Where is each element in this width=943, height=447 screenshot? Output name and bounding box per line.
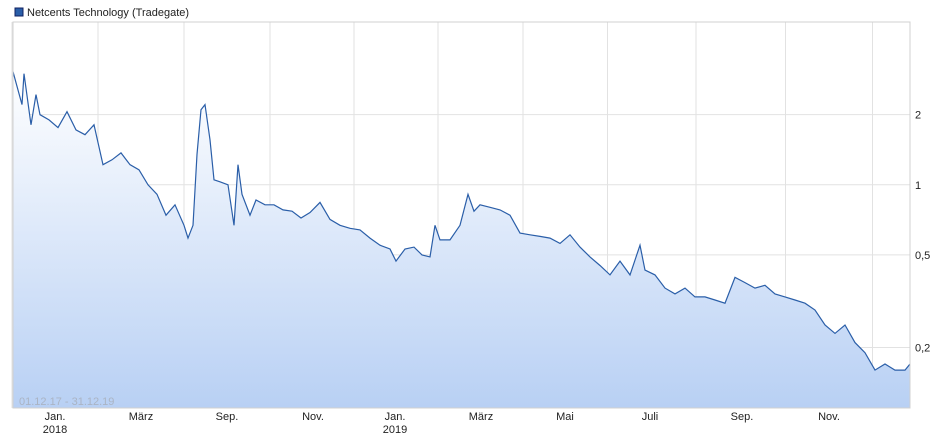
y-tick-label: 2 bbox=[915, 110, 921, 122]
legend-label: Netcents Technology (Tradegate) bbox=[27, 7, 189, 19]
date-range: 01.12.17 - 31.12.19 bbox=[19, 396, 114, 408]
x-tick-label: März bbox=[129, 411, 153, 423]
x-tick-label: Jan. bbox=[45, 411, 66, 423]
y-tick-label: 0,5 bbox=[915, 250, 930, 262]
y-tick-label: 1 bbox=[915, 180, 921, 192]
x-tick-label: Sep. bbox=[731, 411, 754, 423]
x-tick-label: März bbox=[469, 411, 493, 423]
plot-frame bbox=[12, 21, 911, 409]
price-line bbox=[12, 71, 911, 371]
area bbox=[13, 71, 910, 408]
x-year-label: 2019 bbox=[383, 424, 407, 436]
x-tick-label: Sep. bbox=[216, 411, 239, 423]
x-tick-label: Mai bbox=[556, 411, 574, 423]
x-year-label: 2018 bbox=[43, 424, 67, 436]
x-tick-label: Juli bbox=[642, 411, 659, 423]
legend-swatch bbox=[14, 7, 24, 17]
x-tick-label: Nov. bbox=[302, 411, 324, 423]
x-tick-label: Nov. bbox=[818, 411, 840, 423]
x-tick-label: Jan. bbox=[385, 411, 406, 423]
y-tick-label: 0,2 bbox=[915, 343, 930, 355]
